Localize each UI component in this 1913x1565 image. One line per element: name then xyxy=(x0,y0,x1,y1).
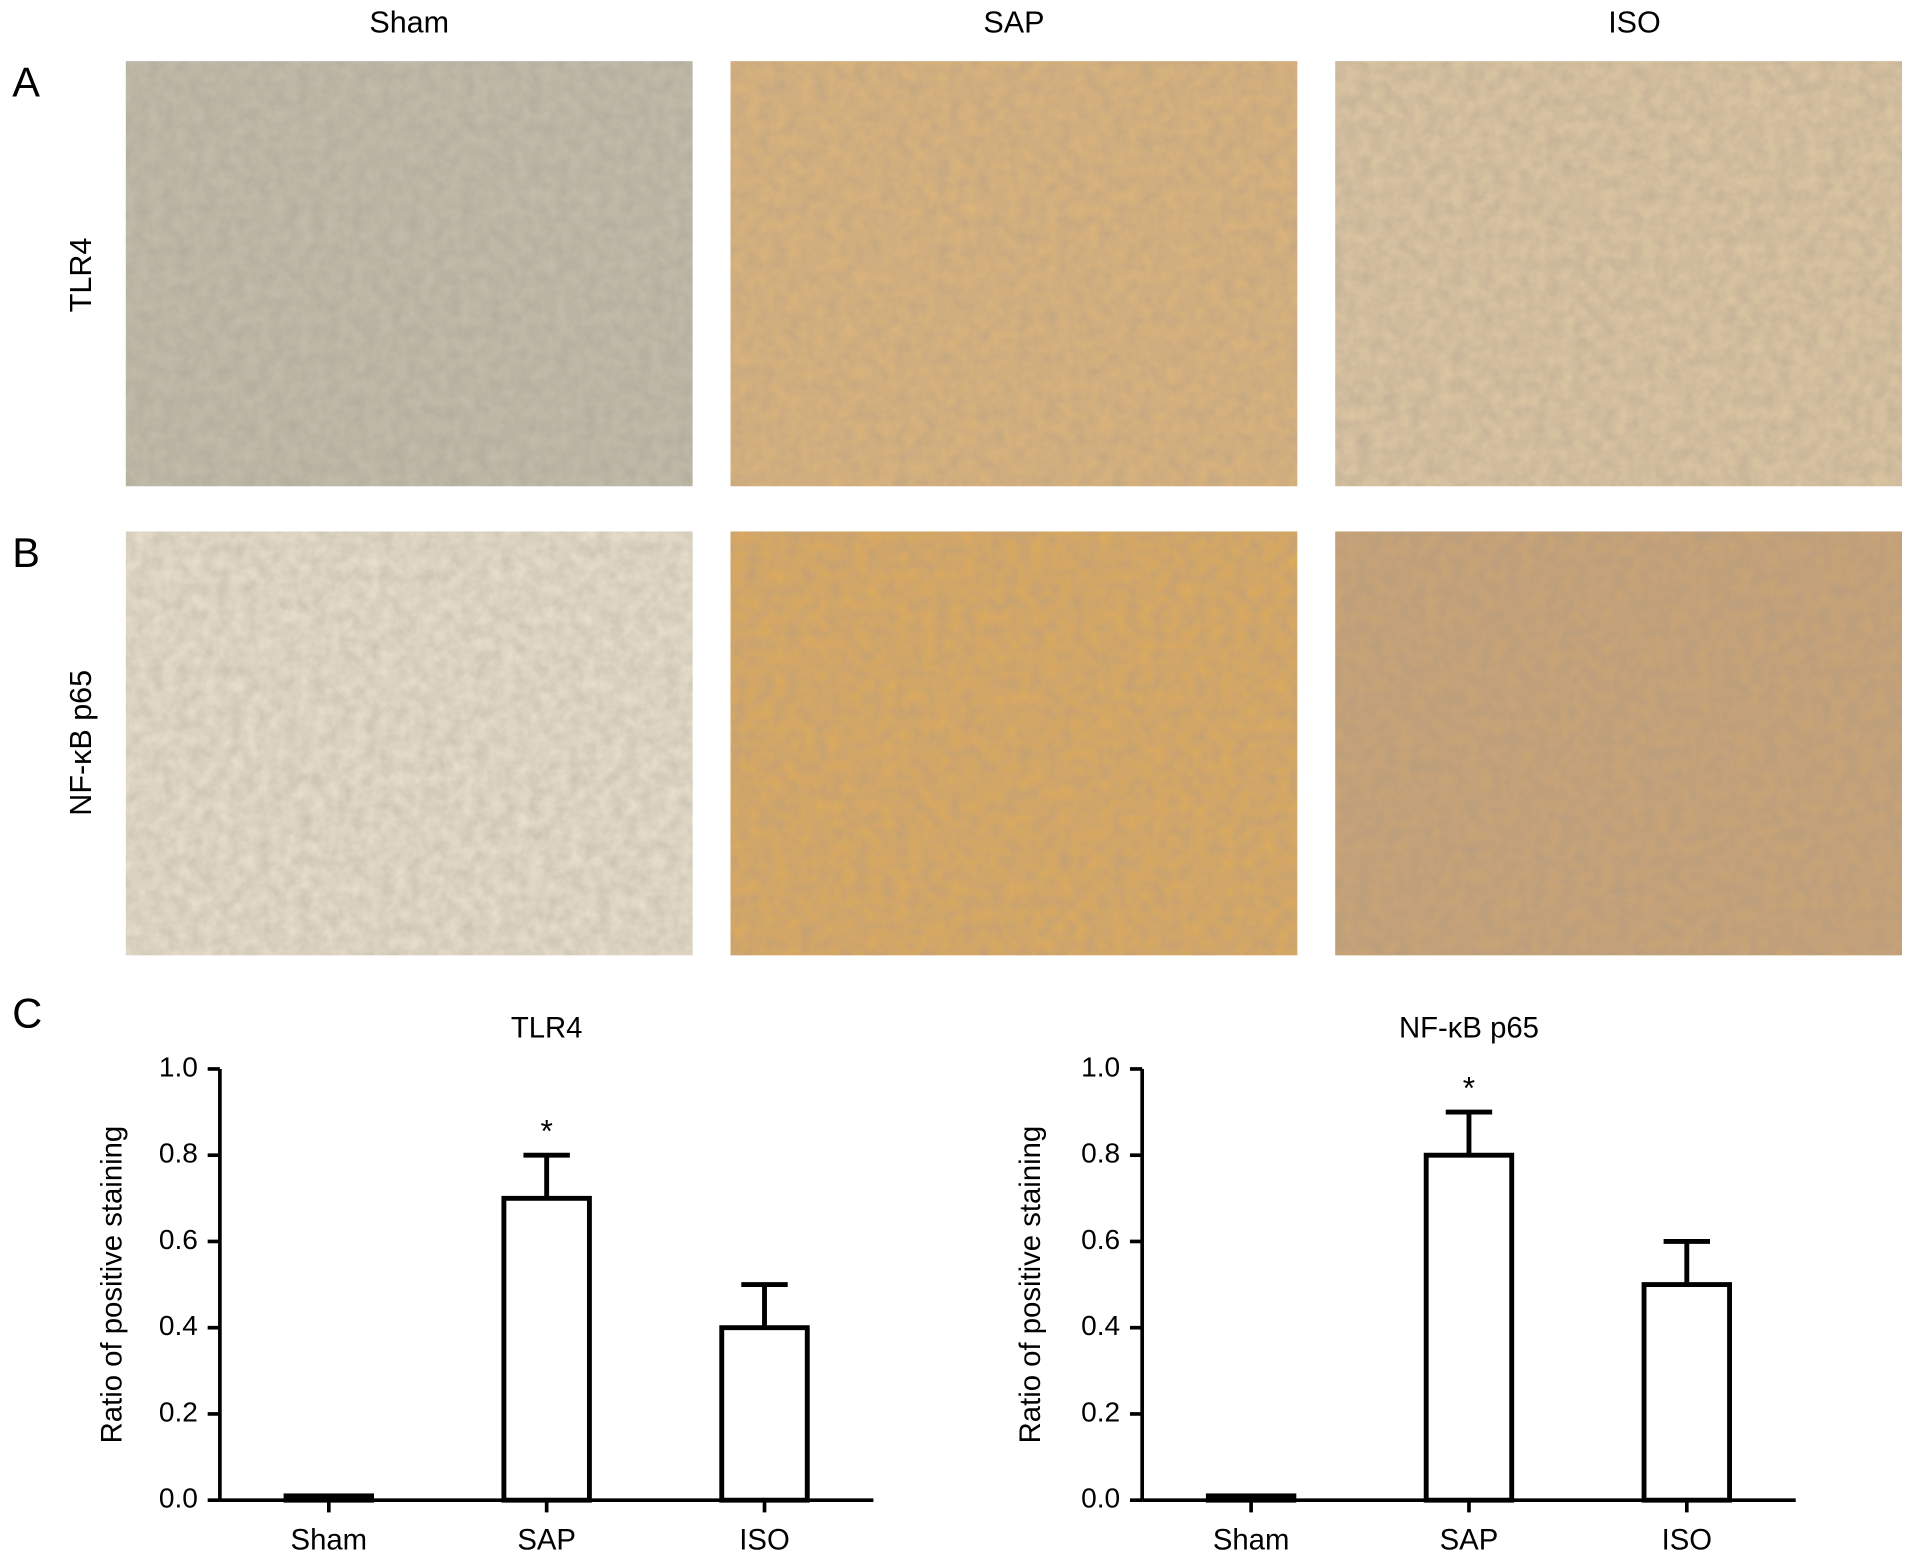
bar xyxy=(1423,1152,1515,1503)
panel-label: A xyxy=(12,59,40,106)
x-tick-label: ISO xyxy=(1662,1523,1712,1556)
y-tick-label: 0.2 xyxy=(159,1396,198,1427)
micrograph xyxy=(730,61,1298,487)
column-header: ISO xyxy=(1608,6,1661,40)
y-tick-label: 0.6 xyxy=(159,1224,198,1255)
bar xyxy=(501,1195,592,1503)
y-axis-label: Ratio of positive staining xyxy=(95,1126,128,1444)
x-tick-label: Sham xyxy=(291,1523,368,1556)
bar xyxy=(1205,1493,1297,1503)
annotation: * xyxy=(540,1113,552,1149)
x-tick-label: SAP xyxy=(517,1523,576,1556)
row-label: NF-κB p65 xyxy=(64,670,98,816)
x-tick-label: Sham xyxy=(1213,1523,1290,1556)
y-tick-label: 0.0 xyxy=(159,1483,198,1514)
micrograph xyxy=(125,61,693,487)
y-tick-label: 0.0 xyxy=(1081,1483,1120,1514)
x-tick-label: ISO xyxy=(739,1523,789,1556)
y-tick-label: 0.6 xyxy=(1081,1224,1120,1255)
micrograph xyxy=(1335,531,1903,956)
micrograph xyxy=(125,531,693,956)
y-tick-label: 0.8 xyxy=(159,1138,198,1169)
row-label: TLR4 xyxy=(64,238,98,313)
y-tick-label: 0.4 xyxy=(1081,1310,1120,1341)
chart-title: NF-κB p65 xyxy=(1399,1012,1539,1045)
annotation: * xyxy=(1463,1069,1475,1105)
panel-label: C xyxy=(12,989,42,1036)
x-tick-label: SAP xyxy=(1440,1523,1499,1556)
bar xyxy=(719,1325,810,1503)
column-header: Sham xyxy=(369,6,449,40)
micrograph xyxy=(730,531,1298,956)
y-tick-label: 0.4 xyxy=(159,1310,198,1341)
column-header: SAP xyxy=(983,6,1044,40)
panel-label: B xyxy=(12,529,40,576)
y-tick-label: 0.8 xyxy=(1081,1138,1120,1169)
y-tick-label: 1.0 xyxy=(1081,1051,1120,1082)
y-axis-label: Ratio of positive staining xyxy=(1014,1126,1047,1444)
micrograph xyxy=(1335,61,1903,487)
y-tick-label: 0.2 xyxy=(1081,1396,1120,1427)
y-tick-label: 1.0 xyxy=(159,1051,198,1082)
chart-title: TLR4 xyxy=(511,1012,583,1045)
bar xyxy=(1641,1282,1733,1503)
bar xyxy=(283,1493,375,1503)
